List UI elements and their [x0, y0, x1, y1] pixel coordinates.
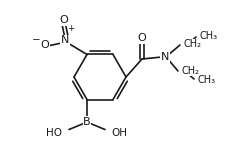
Text: OH: OH	[111, 128, 127, 138]
Text: CH₂: CH₂	[184, 39, 202, 49]
Text: N: N	[61, 35, 69, 45]
Text: +: +	[67, 24, 75, 34]
Text: −: −	[32, 35, 40, 45]
Text: B: B	[83, 117, 91, 127]
Text: O: O	[60, 15, 68, 25]
Text: CH₂: CH₂	[182, 66, 200, 76]
Text: CH₃: CH₃	[200, 31, 218, 41]
Text: N: N	[161, 52, 169, 62]
Text: O: O	[41, 41, 49, 51]
Text: HO: HO	[46, 128, 62, 138]
Text: CH₃: CH₃	[198, 75, 216, 85]
Text: O: O	[138, 33, 146, 43]
